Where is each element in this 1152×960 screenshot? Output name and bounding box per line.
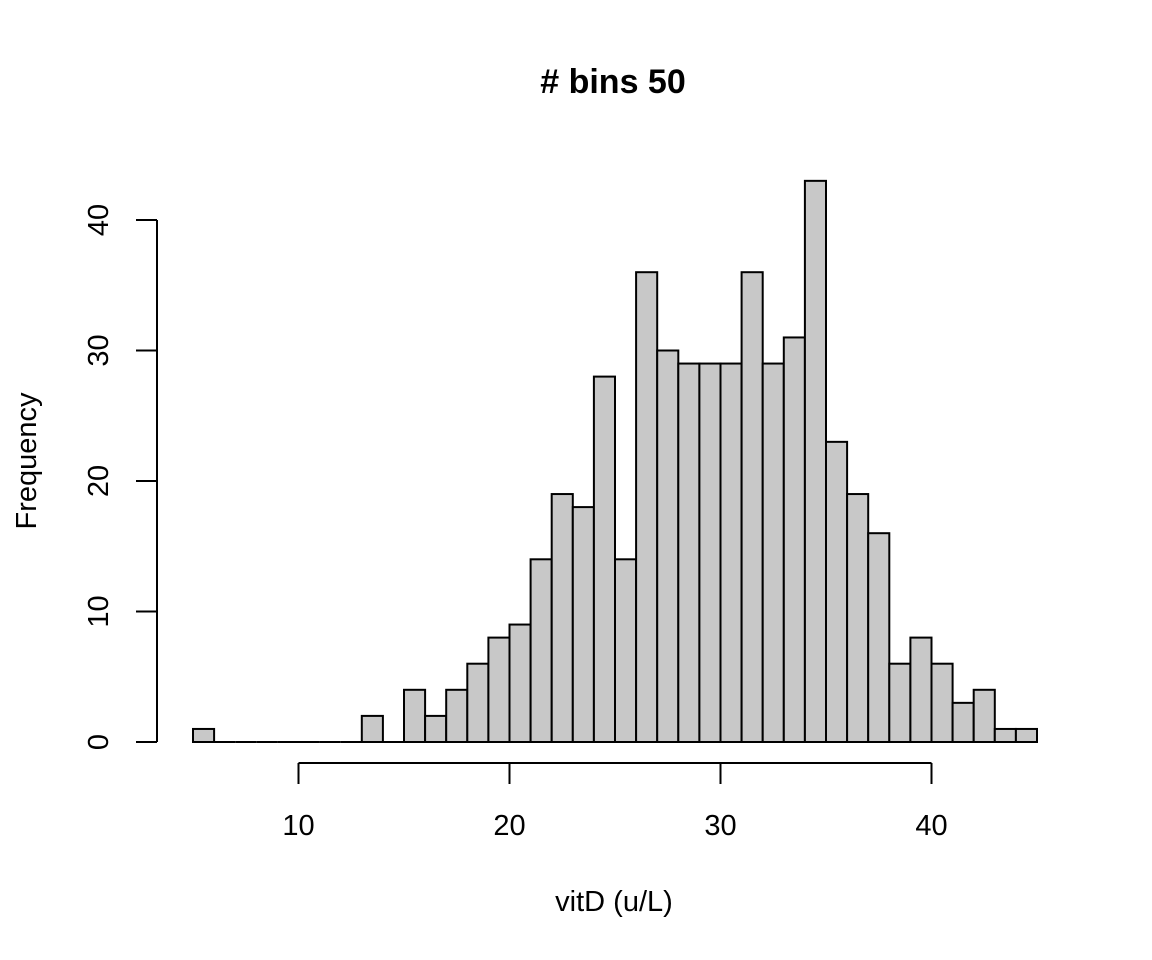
histogram-bar: [761, 362, 785, 743]
histogram-bar: [592, 375, 617, 743]
histogram-bar: [846, 493, 870, 743]
histogram-bar: [614, 558, 638, 743]
histogram-bar: [740, 271, 764, 743]
histogram-bar: [803, 179, 828, 744]
histogram-bar: [677, 362, 701, 743]
histogram-bar: [698, 362, 722, 743]
y-tick-label: 40: [83, 204, 115, 236]
y-tick-label: 10: [83, 595, 115, 627]
histogram-bar: [825, 440, 849, 743]
histogram-bar: [656, 349, 680, 743]
x-tick-label: 30: [704, 810, 736, 842]
histogram-bar: [360, 714, 384, 744]
histogram-bar: [635, 271, 659, 743]
histogram-bar: [571, 506, 595, 743]
histogram-bar: [508, 623, 532, 743]
histogram-bar: [909, 636, 933, 743]
x-tick-label: 10: [282, 810, 314, 842]
histogram-bar: [424, 714, 448, 744]
histogram-bar: [192, 727, 216, 744]
y-axis: 0 10 20 30 40: [83, 204, 158, 750]
histogram-bar: [550, 493, 574, 743]
bars-group: [192, 179, 1039, 744]
histogram-bar: [719, 362, 743, 743]
histogram-bar: [951, 701, 975, 743]
histogram-bar: [487, 636, 511, 743]
chart-title: # bins 50: [540, 63, 686, 101]
y-tick-label: 30: [83, 334, 115, 366]
x-axis: 10 20 30 40: [282, 762, 948, 842]
histogram-bar: [972, 688, 996, 743]
x-tick-label: 20: [493, 810, 525, 842]
x-axis-label: vitD (u/L): [555, 886, 673, 918]
x-tick-label: 40: [915, 810, 947, 842]
y-tick-label: 20: [83, 465, 115, 497]
histogram-bar: [529, 558, 553, 743]
histogram-bar: [930, 662, 954, 744]
histogram-bar: [466, 662, 490, 744]
y-axis-label: Frequency: [11, 392, 43, 530]
histogram-bar: [782, 336, 806, 743]
histogram-bar: [445, 688, 469, 743]
histogram-bar: [888, 662, 912, 744]
histogram-bar: [993, 727, 1017, 744]
histogram-bar: [1014, 727, 1039, 744]
y-tick-label: 0: [83, 734, 115, 750]
histogram-bar: [403, 688, 427, 743]
histogram-bar: [867, 532, 891, 744]
